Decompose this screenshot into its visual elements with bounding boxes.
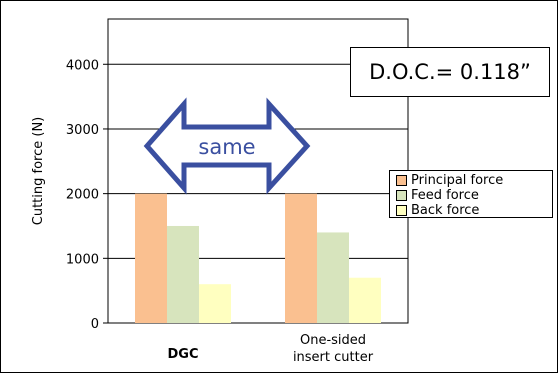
legend-label-feed-force: Feed force bbox=[411, 188, 479, 203]
bar-back-force-0 bbox=[199, 284, 231, 323]
legend-label-back-force: Back force bbox=[411, 203, 480, 218]
y-tick-label: 1000 bbox=[66, 252, 99, 267]
y-tick-label: 0 bbox=[91, 317, 99, 332]
y-tick-label: 4000 bbox=[66, 58, 99, 73]
legend-swatch-back-force bbox=[396, 205, 407, 216]
bar-principal-force-0 bbox=[135, 193, 167, 323]
legend-label-principal-force: Principal force bbox=[411, 173, 504, 188]
legend-swatch-principal-force bbox=[396, 175, 407, 186]
legend-item-principal-force: Principal force bbox=[396, 173, 503, 188]
arrow-annotation-label: same bbox=[198, 135, 255, 159]
doc-annotation: D.O.C.= 0.118” bbox=[369, 60, 531, 84]
x-tick-label: One-sided insert cutter bbox=[293, 333, 374, 365]
double-arrow-icon bbox=[143, 97, 311, 195]
legend-item-feed-force: Feed force bbox=[396, 188, 479, 203]
y-axis-label: Cutting force (N) bbox=[31, 117, 46, 225]
bar-principal-force-1 bbox=[285, 193, 317, 323]
legend-swatch-feed-force bbox=[396, 190, 407, 201]
bar-back-force-1 bbox=[349, 277, 381, 323]
bar-feed-force-0 bbox=[167, 225, 199, 323]
doc-annotation-box: D.O.C.= 0.118” bbox=[350, 47, 550, 97]
x-tick-label: DGC bbox=[167, 347, 198, 362]
legend: Principal force Feed force Back force bbox=[389, 170, 553, 218]
bar-feed-force-1 bbox=[317, 232, 349, 323]
y-tick-label: 3000 bbox=[66, 123, 99, 138]
y-tick-label: 2000 bbox=[66, 188, 99, 203]
legend-item-back-force: Back force bbox=[396, 203, 479, 218]
